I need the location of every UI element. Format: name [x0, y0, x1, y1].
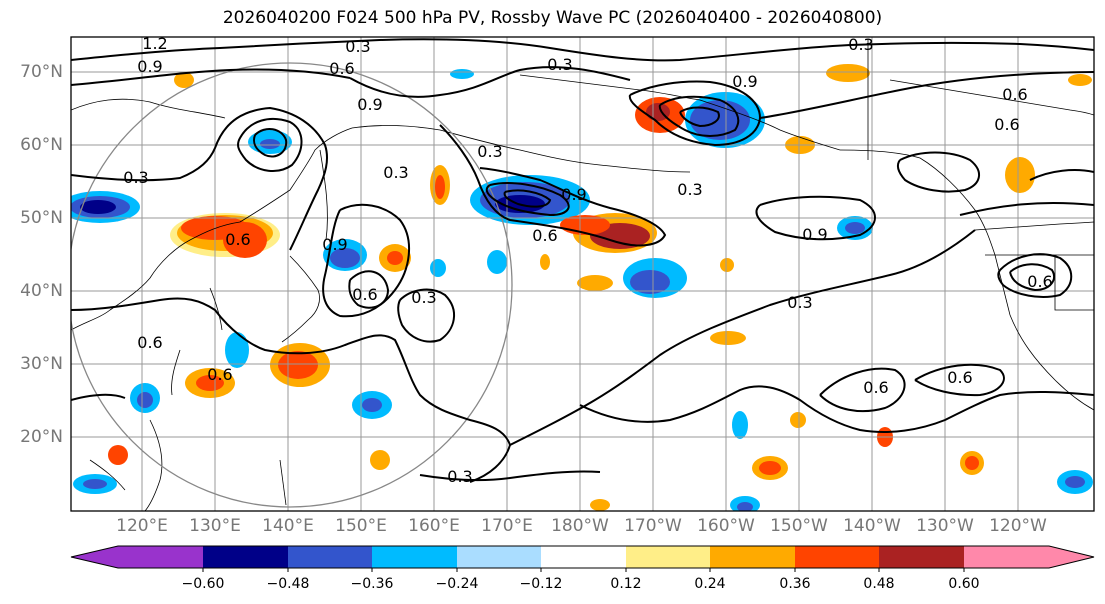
lon-label: 140°W: [843, 516, 901, 536]
lon-label: 180°W: [551, 516, 609, 536]
colorbar-tick-label: −0.48: [266, 576, 310, 592]
graticule: [71, 37, 1094, 511]
map-plot-area: [71, 37, 1094, 511]
colorbar-segment: [710, 546, 795, 568]
lon-label: 160°E: [408, 516, 460, 536]
lon-label: 140°E: [262, 516, 314, 536]
lat-label: 40°N: [20, 281, 63, 301]
lon-label: 170°W: [624, 516, 682, 536]
contour-label: 0.6: [1002, 85, 1027, 104]
contour-label: 0.6: [1027, 272, 1052, 291]
coastlines: [71, 40, 1094, 511]
contour-label: 0.6: [137, 333, 162, 352]
contour-label: 0.3: [477, 142, 502, 161]
colorbar-segment: [457, 546, 541, 568]
contour-label: 1.2: [142, 34, 167, 53]
lat-label: 60°N: [20, 135, 63, 155]
colorbar-segment: [964, 546, 1049, 568]
lon-label: 130°E: [189, 516, 241, 536]
lat-label: 50°N: [20, 208, 63, 228]
contour-label: 0.3: [123, 168, 148, 187]
lon-label: 120°W: [989, 516, 1047, 536]
colorbar-segment: [118, 546, 203, 568]
contour-label: 0.6: [863, 378, 888, 397]
colorbar-segment: [541, 546, 626, 568]
colorbar-extend-max: [1049, 546, 1094, 568]
colorbar-segment: [879, 546, 964, 568]
colorbar-tick-label: −0.36: [350, 576, 394, 592]
colorbar-segment: [795, 546, 879, 568]
contour-label: 0.6: [207, 365, 232, 384]
lat-label: 20°N: [20, 427, 63, 447]
colorbar-tick-label: 0.60: [948, 576, 980, 592]
map-title: 2026040200 F024 500 hPa PV, Rossby Wave …: [222, 8, 883, 28]
contour-label: 0.9: [322, 235, 347, 254]
colorbar-segment: [203, 546, 288, 568]
contour-label: 0.9: [732, 72, 757, 91]
colorbar-tick-label: −0.12: [519, 576, 563, 592]
contour-label: 0.3: [411, 288, 436, 307]
lon-label: 150°W: [770, 516, 828, 536]
lon-label: 170°E: [481, 516, 533, 536]
contour-label: 0.6: [947, 368, 972, 387]
lon-label: 130°W: [916, 516, 974, 536]
colorbar-outline: [70, 545, 1095, 569]
contour-label: 0.3: [383, 163, 408, 182]
contour-label: 0.3: [787, 293, 812, 312]
lon-label: 150°E: [335, 516, 387, 536]
reference-circle: [71, 62, 513, 508]
lon-label: 160°W: [697, 516, 755, 536]
contour-label: 0.3: [547, 55, 572, 74]
contour-labels: 1.2 0.3 0.9 0.6 0.9 0.3 0.3 0.6 0.9 0.6 …: [123, 34, 1052, 486]
colorbar-tick-label: 0.12: [610, 576, 642, 592]
contour-label: 0.9: [561, 185, 586, 204]
colorbar-extend-min: [71, 546, 118, 568]
contour-label: 0.6: [994, 115, 1019, 134]
colorbar-tick-label: 0.48: [863, 576, 895, 592]
lat-label: 70°N: [20, 62, 63, 82]
colorbar-tick-label: −0.60: [181, 576, 225, 592]
colorbar: [70, 545, 1095, 572]
colorbar-segment: [288, 546, 372, 568]
contour-label: 0.6: [352, 285, 377, 304]
colorbar-tick-label: 0.24: [694, 576, 726, 592]
contour-label: 0.9: [137, 57, 162, 76]
map-frame: [70, 36, 1095, 512]
lon-label: 120°E: [116, 516, 168, 536]
lat-label: 30°N: [20, 354, 63, 374]
contour-label: 0.9: [802, 225, 827, 244]
contour-label: 0.6: [225, 230, 250, 249]
pv-contours: [71, 38, 1094, 483]
contour-label: 0.3: [677, 180, 702, 199]
colorbar-tick-label: 0.36: [779, 576, 811, 592]
contour-label: 0.3: [345, 37, 370, 56]
colorbar-segment: [626, 546, 710, 568]
contour-label: 0.3: [848, 35, 873, 54]
contour-label: 0.3: [447, 467, 472, 486]
contour-label: 0.6: [532, 226, 557, 245]
contour-label: 0.9: [357, 95, 382, 114]
pv-anomaly-shading: [71, 64, 1093, 511]
colorbar-segment: [372, 546, 457, 568]
contour-label: 0.6: [329, 59, 354, 78]
colorbar-tick-label: −0.24: [435, 576, 479, 592]
